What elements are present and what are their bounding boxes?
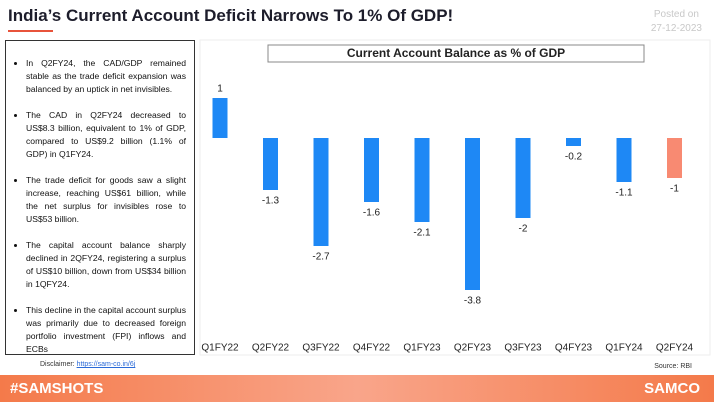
data-label: -1.1 bbox=[615, 188, 633, 199]
x-tick-label: Q3FY22 bbox=[302, 343, 340, 354]
chart-title-box bbox=[267, 44, 645, 63]
bullet-list: In Q2FY24, the CAD/GDP remained stable a… bbox=[14, 57, 186, 356]
title-underline bbox=[8, 30, 53, 32]
disclaimer-label: Disclaimer: bbox=[40, 361, 75, 368]
bar bbox=[212, 98, 228, 138]
bar bbox=[616, 138, 632, 182]
x-tick-label: Q1FY22 bbox=[201, 343, 239, 354]
data-label: 1 bbox=[217, 84, 223, 95]
hashtag: #SAMSHOTS bbox=[10, 380, 104, 397]
x-tick-label: Q2FY24 bbox=[656, 343, 694, 354]
x-tick-label: Q4FY22 bbox=[353, 343, 391, 354]
bullet: The capital account balance sharply decl… bbox=[26, 239, 186, 291]
bar bbox=[566, 138, 581, 146]
bar bbox=[515, 138, 531, 218]
data-label: -2 bbox=[519, 224, 528, 235]
bar bbox=[414, 138, 430, 222]
disclaimer-link[interactable]: https://sam-co.in/6j bbox=[76, 361, 136, 368]
x-tick-label: Q4FY23 bbox=[555, 343, 593, 354]
data-label: -2.7 bbox=[312, 252, 330, 263]
bullet: The trade deficit for goods saw a slight… bbox=[26, 174, 186, 226]
source: Source: RBI bbox=[654, 363, 692, 370]
chart: Current Account Balance as % of GDP 1 Q1F… bbox=[199, 39, 711, 356]
data-label: -0.2 bbox=[565, 152, 583, 163]
bullet: In Q2FY24, the CAD/GDP remained stable a… bbox=[26, 57, 186, 96]
x-tick-label: Q1FY24 bbox=[605, 343, 643, 354]
data-label: -1 bbox=[670, 184, 679, 195]
data-label: -1.3 bbox=[262, 196, 280, 207]
bar bbox=[364, 138, 379, 202]
x-tick-label: Q2FY22 bbox=[252, 343, 290, 354]
disclaimer: Disclaimer: https://sam-co.in/6j bbox=[40, 361, 135, 368]
footer-bar: #SAMSHOTS SAMCO bbox=[0, 375, 714, 402]
summary-box: In Q2FY24, the CAD/GDP remained stable a… bbox=[5, 40, 195, 355]
x-tick-label: Q1FY23 bbox=[403, 343, 441, 354]
page-title: India’s Current Account Deficit Narrows … bbox=[8, 6, 454, 25]
brand: SAMCO bbox=[644, 380, 700, 397]
bar bbox=[263, 138, 278, 190]
posted-date: 27-12-2023 bbox=[650, 23, 702, 34]
bar bbox=[465, 138, 480, 290]
data-label: -1.6 bbox=[363, 208, 381, 219]
x-tick-label: Q3FY23 bbox=[504, 343, 542, 354]
posted: Posted on 27-12-2023 bbox=[651, 8, 702, 36]
chart-area bbox=[199, 39, 711, 356]
chart-title: Current Account Balance as % of GDP bbox=[347, 46, 565, 60]
posted-label: Posted on bbox=[653, 9, 699, 20]
bar bbox=[313, 138, 329, 246]
data-label: -2.1 bbox=[413, 228, 431, 239]
bar bbox=[667, 138, 682, 178]
bullet: The CAD in Q2FY24 decreased to US$8.3 bi… bbox=[26, 109, 186, 161]
data-label: -3.8 bbox=[464, 296, 482, 307]
x-tick-label: Q2FY23 bbox=[454, 343, 492, 354]
bullet: This decline in the capital account surp… bbox=[26, 304, 186, 356]
